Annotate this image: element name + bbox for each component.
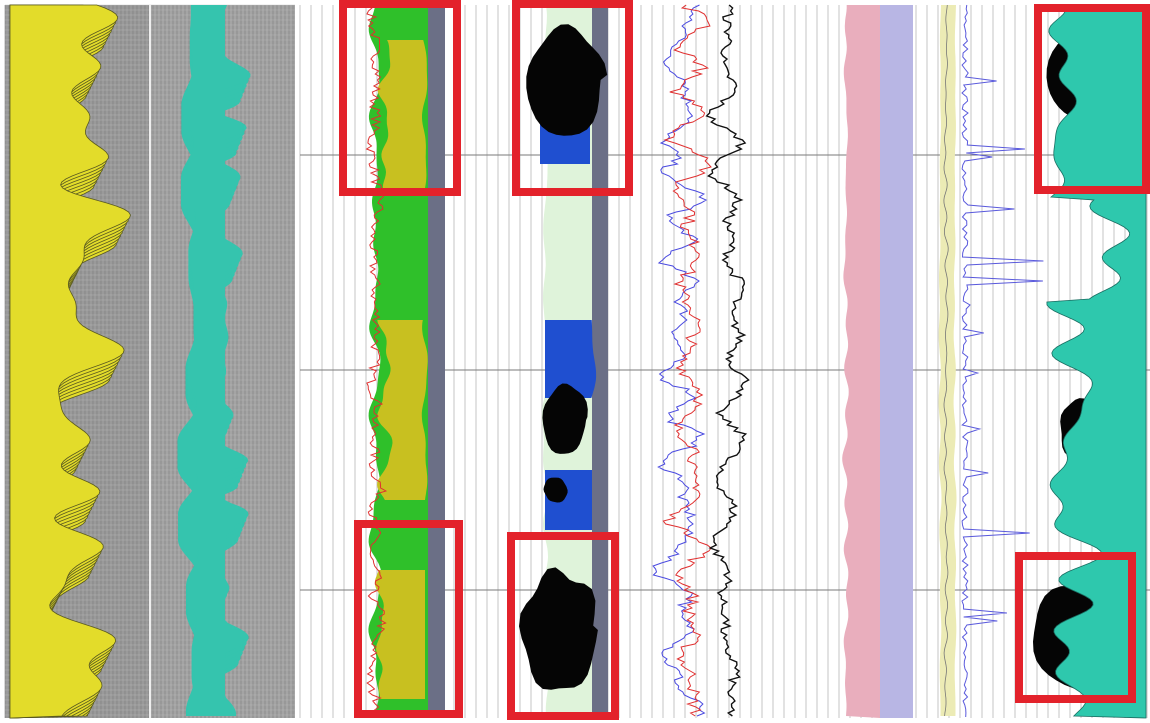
highlight-box <box>339 0 461 196</box>
black-blob <box>526 24 608 136</box>
lavender-band <box>880 5 913 718</box>
olive-fill <box>377 40 428 190</box>
red-curve <box>365 4 388 717</box>
highlight-boxes <box>339 0 1150 720</box>
blue-spikes <box>961 4 1044 718</box>
blue-fill <box>545 320 597 398</box>
teal-fill <box>1046 4 1147 719</box>
slate-band <box>425 5 445 718</box>
pale-yellow-band <box>938 5 957 716</box>
tracks <box>4 4 1150 719</box>
highlight-box <box>1034 4 1150 194</box>
black-blob <box>542 383 588 454</box>
yellow-fill <box>9 4 131 719</box>
black-curve <box>705 4 750 717</box>
thin-curve <box>943 4 949 717</box>
olive-fill <box>377 320 428 500</box>
highlight-box <box>354 520 463 718</box>
pink-fill <box>842 5 880 718</box>
highlight-box <box>507 532 619 720</box>
teal-fill <box>177 5 251 716</box>
highlight-box <box>1015 552 1136 703</box>
black-blob <box>519 567 598 690</box>
olive-fill <box>374 570 425 699</box>
red-curve <box>662 4 712 717</box>
black-blob <box>543 477 568 503</box>
highlight-box <box>512 0 633 196</box>
